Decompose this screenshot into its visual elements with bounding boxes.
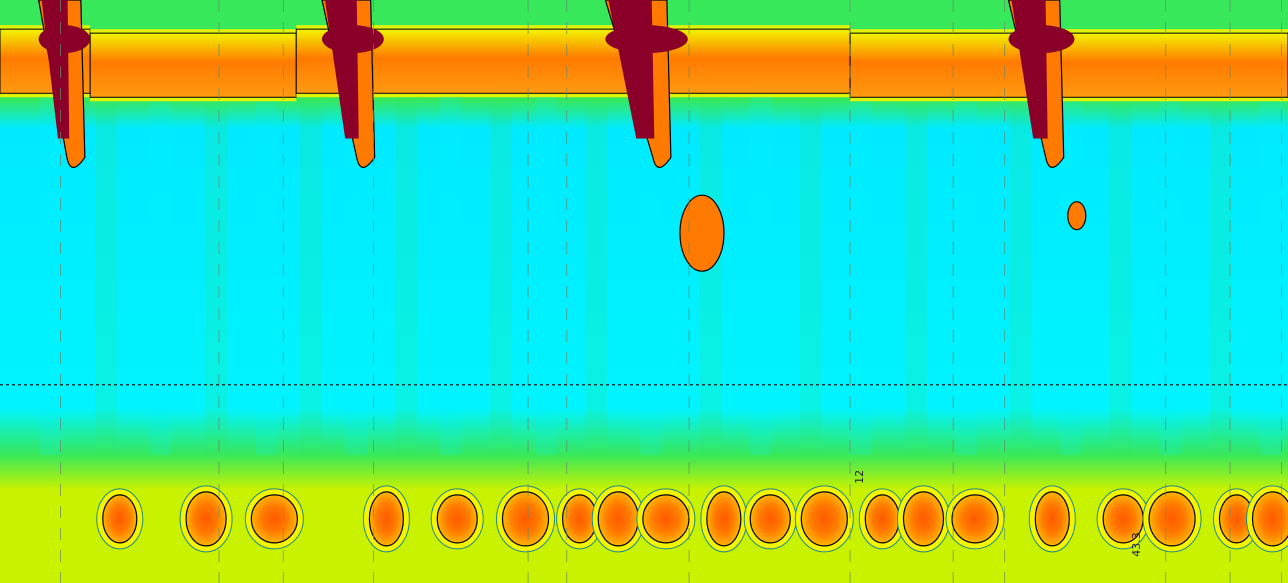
field-stripe — [255, 95, 277, 455]
field-stripe — [150, 95, 172, 455]
contraction-blob — [864, 494, 900, 544]
field-stripe — [395, 95, 417, 455]
field-stripe — [1260, 95, 1282, 455]
annotation-layer: 12 43.3 — [853, 470, 1143, 557]
field-stripe — [1110, 95, 1132, 455]
field-stripe — [205, 95, 227, 455]
contraction-blob — [436, 494, 478, 544]
field-stripe — [700, 95, 722, 455]
upper-band-segment — [89, 32, 297, 98]
grid-layer — [60, 0, 1283, 583]
contraction-blob — [185, 491, 227, 547]
contraction-blob — [368, 491, 404, 547]
annotation-label: 43.3 — [1130, 532, 1143, 557]
secondary-contraction — [1067, 201, 1087, 231]
swallow-peak — [1008, 25, 1075, 54]
contraction-blob — [642, 494, 690, 544]
field-stripe — [640, 95, 662, 455]
vertical-stripes-layer — [40, 95, 1282, 455]
annotation-label: 12 — [853, 470, 866, 484]
contraction-blob — [1148, 491, 1196, 547]
field-stripe — [1210, 95, 1232, 455]
contraction-blob — [1034, 491, 1070, 547]
field-stripe — [850, 95, 872, 455]
secondary-contraction — [679, 194, 725, 272]
contraction-blob — [102, 494, 138, 544]
field-stripe — [300, 95, 322, 455]
field-stripe — [40, 95, 62, 455]
field-stripe — [585, 95, 607, 455]
field-stripe — [905, 95, 927, 455]
contraction-blob — [597, 491, 639, 547]
field-stripe — [800, 95, 822, 455]
contraction-blob — [749, 494, 791, 544]
contraction-blob — [501, 491, 550, 547]
field-stripe — [345, 95, 367, 455]
contraction-blob — [1251, 491, 1288, 547]
field-stripe — [535, 95, 557, 455]
contraction-blob — [902, 491, 945, 547]
contraction-blob — [951, 494, 999, 544]
field-stripe — [95, 95, 117, 455]
contraction-blob — [800, 491, 848, 547]
contraction-layer — [96, 194, 1288, 553]
field-stripe — [490, 95, 512, 455]
swallow-layer — [38, 0, 1075, 168]
field-stripe — [1160, 95, 1182, 455]
field-stripe — [1060, 95, 1082, 455]
field-stripe — [955, 95, 977, 455]
swallow-peak — [322, 25, 384, 54]
field-stripe — [1010, 95, 1032, 455]
contraction-blob — [250, 494, 298, 544]
swallow-peak — [605, 25, 688, 54]
contraction-blob — [561, 494, 598, 544]
swallow-peak — [38, 25, 91, 54]
field-stripe — [440, 95, 462, 455]
contraction-blob — [706, 491, 742, 547]
upper-band-segment — [295, 28, 851, 94]
field-stripe — [750, 95, 772, 455]
